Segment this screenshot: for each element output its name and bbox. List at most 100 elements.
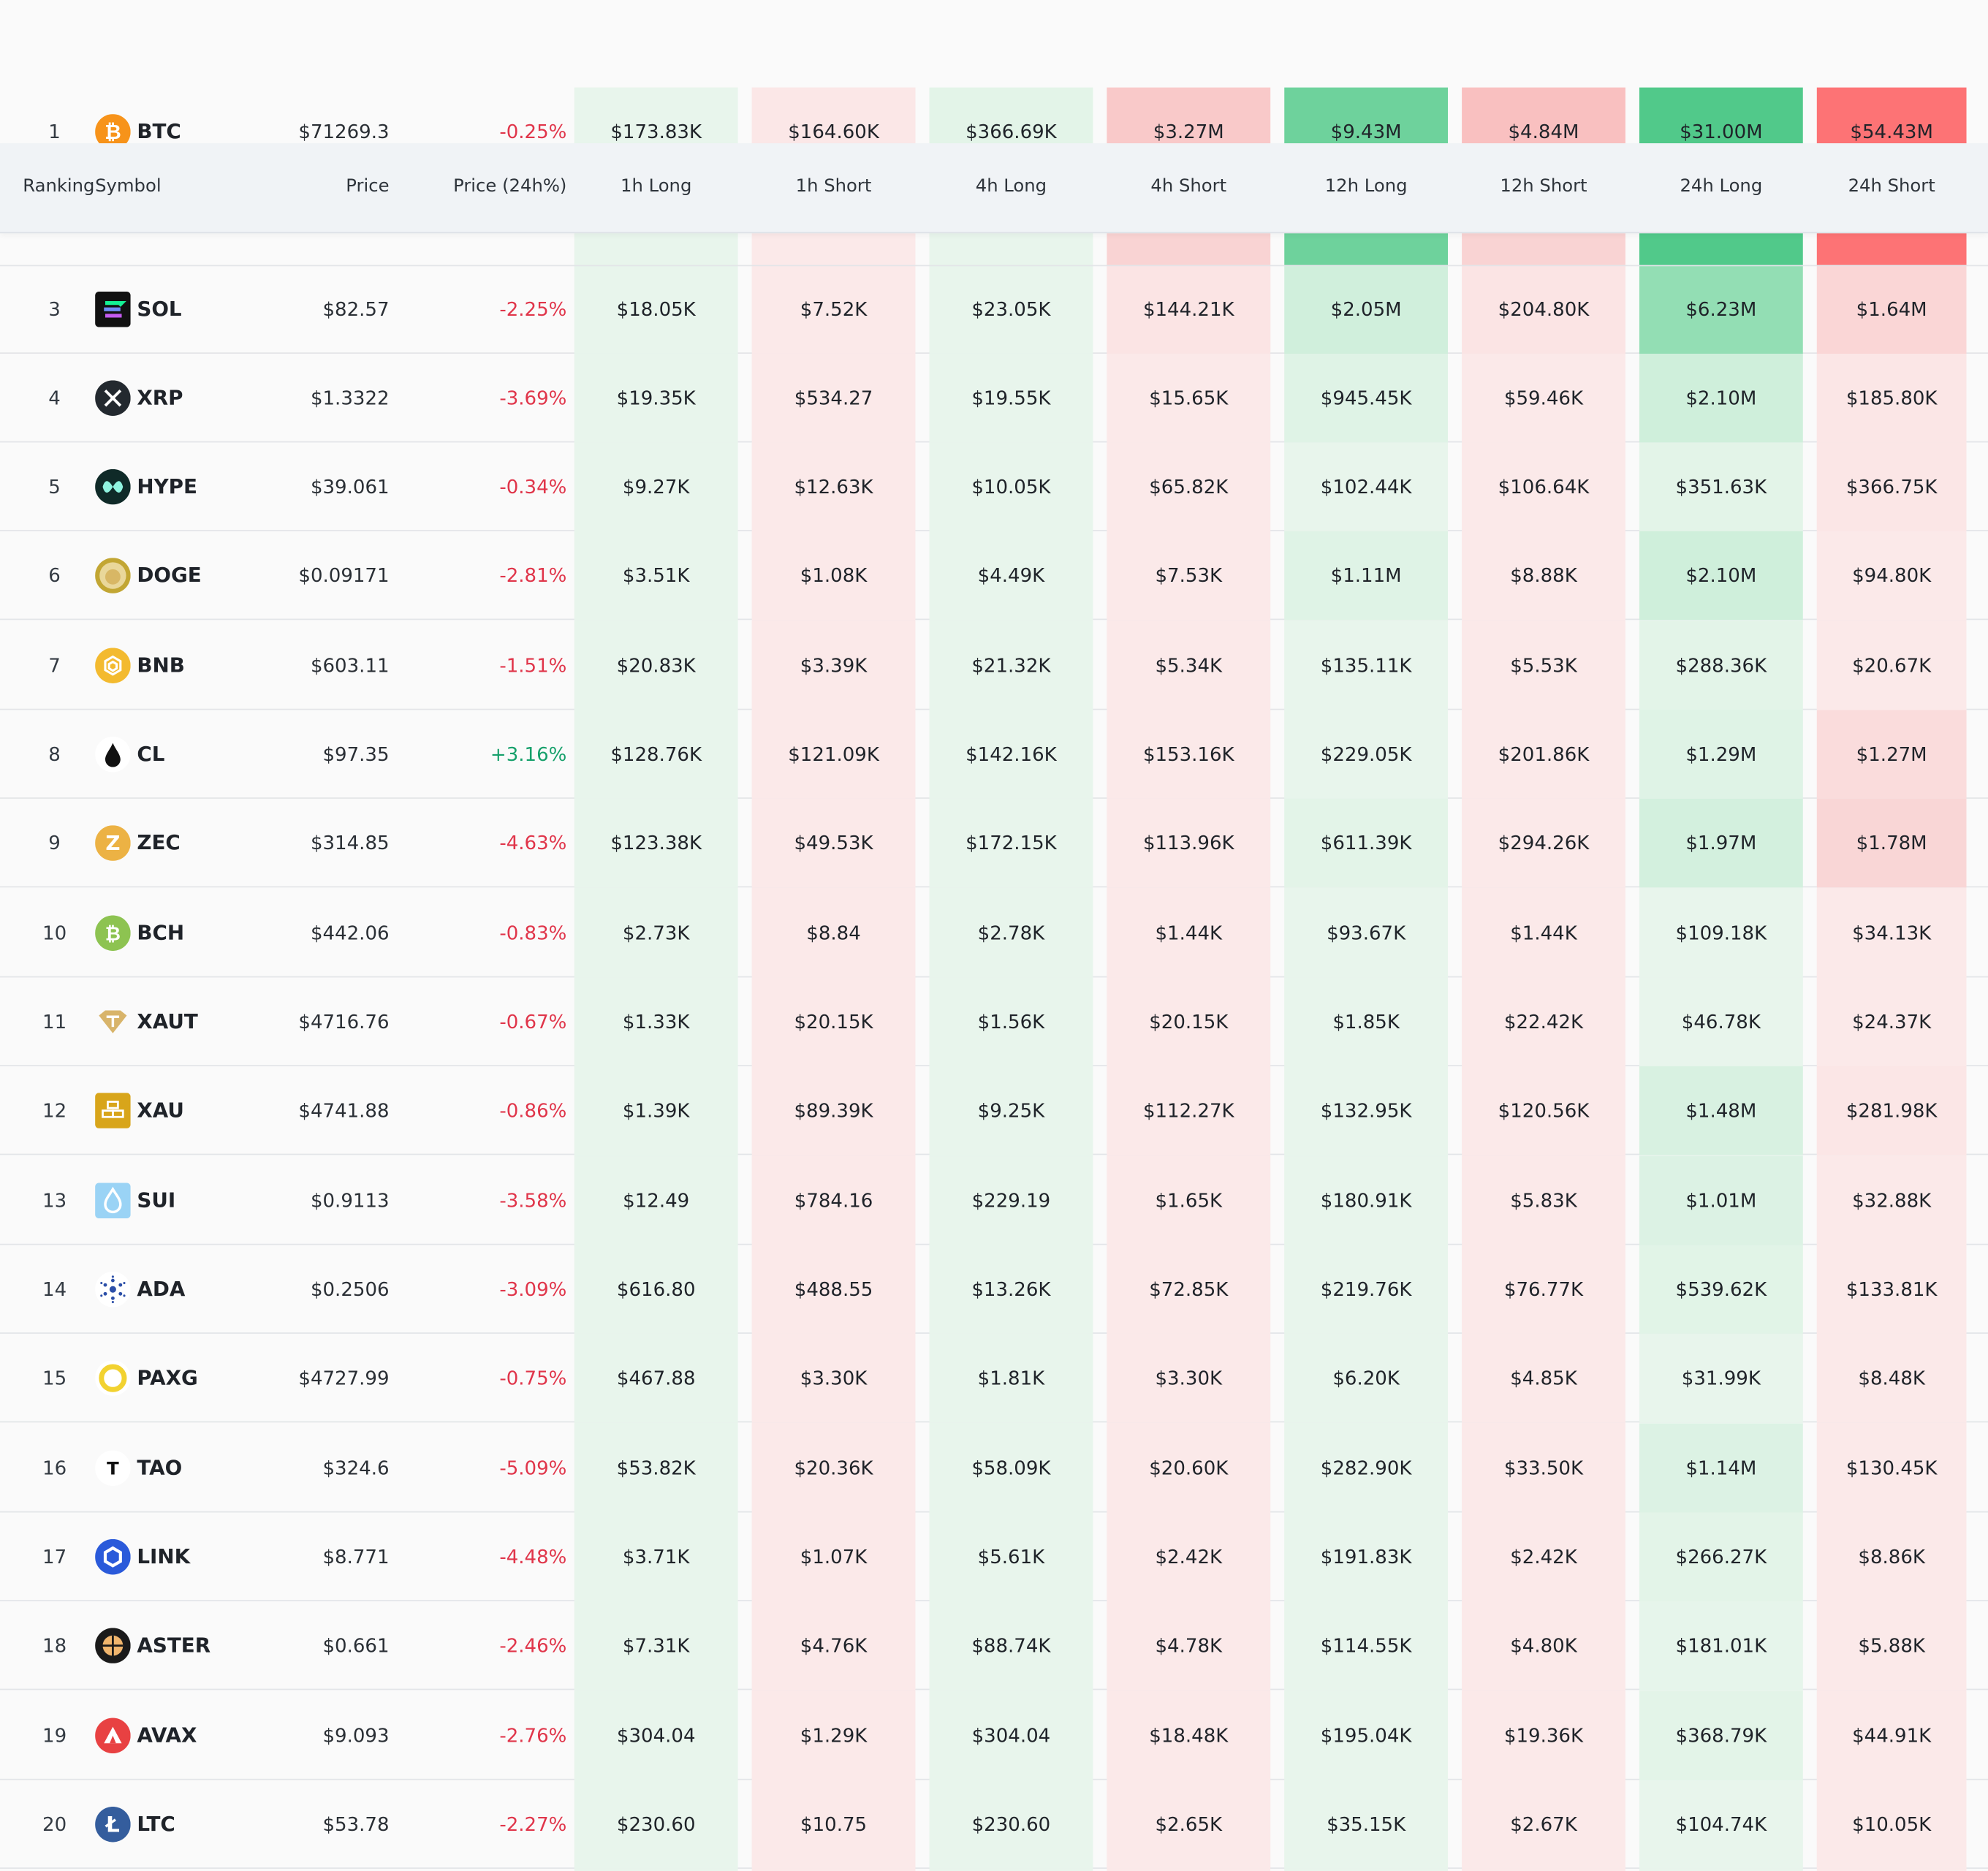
cell-background	[1639, 531, 1803, 620]
header-4h-short[interactable]: 4h Short	[1150, 176, 1227, 197]
header-24h-long[interactable]: 24h Long	[1680, 176, 1763, 197]
rank-cell: 9	[48, 831, 61, 855]
table-row[interactable]: 9 Z ZEC $314.85 -4.63% $123.38K $49.53K $172.15…	[0, 798, 1988, 888]
cell-background	[751, 1066, 916, 1155]
symbol-cell[interactable]: SOL	[137, 296, 182, 321]
symbol-cell[interactable]: TAO	[137, 1455, 183, 1480]
table-row[interactable]: 20 Ł LTC $53.78 -2.27% $230.60 $10.75 $230.60 $2…	[0, 1780, 1988, 1869]
cell-background	[1816, 710, 1967, 799]
header-12h-long[interactable]: 12h Long	[1324, 176, 1408, 197]
liquidation-value-cell: $282.90K	[1320, 1457, 1412, 1480]
partial-row-cell	[1462, 232, 1625, 265]
symbol-cell[interactable]: ZEC	[137, 830, 181, 855]
symbol-cell[interactable]: DOGE	[137, 563, 202, 588]
liquidation-value-cell: $4.85K	[1510, 1367, 1577, 1390]
header-price[interactable]: Price	[346, 176, 390, 197]
table-header: Ranking Symbol Price Price (24h%) 1h Lon…	[0, 143, 1988, 234]
cell-background	[1462, 889, 1625, 978]
price-cell: $53.78	[322, 1813, 390, 1836]
symbol-cell[interactable]: XRP	[137, 385, 183, 410]
symbol-cell[interactable]: ASTER	[137, 1633, 211, 1658]
table-row[interactable]: 14 ADA $0.2506 -3.09% $616.80 $488.55 $13.26K $…	[0, 1245, 1988, 1334]
symbol-cell[interactable]: HYPE	[137, 474, 197, 498]
symbol-cell[interactable]: LINK	[137, 1544, 191, 1568]
liquidation-value-cell: $20.60K	[1149, 1457, 1229, 1480]
table-row[interactable]: 18 ASTER $0.661 -2.46% $7.31K $4.76K $88.74K $4…	[0, 1601, 1988, 1690]
cell-background	[751, 977, 916, 1066]
header-ranking[interactable]: Ranking	[23, 176, 95, 197]
liquidation-value-cell: $7.31K	[622, 1634, 690, 1658]
header-4h-long[interactable]: 4h Long	[975, 176, 1047, 197]
cell-background	[1462, 531, 1625, 620]
table-row[interactable]: 6 DOGE $0.09171 -2.81% $3.51K $1.08K $4.49K $7.…	[0, 531, 1988, 620]
table-row[interactable]: 4 XRP $1.3322 -3.69% $19.35K $534.27 $19.55K $1…	[0, 353, 1988, 443]
cell-background	[1462, 1424, 1625, 1513]
price-change-cell: -3.69%	[499, 387, 567, 410]
liquidation-value-cell: $281.98K	[1845, 1098, 1938, 1123]
zcash-icon: Z	[95, 825, 131, 861]
liquidation-value-cell: $32.88K	[1852, 1189, 1932, 1212]
cell-background	[1816, 1691, 1967, 1780]
cell-background	[1462, 353, 1625, 443]
header-12h-short[interactable]: 12h Short	[1500, 176, 1587, 197]
liquidation-value-cell: $6.20K	[1332, 1367, 1400, 1390]
table-row[interactable]: 12 XAU $4741.88 -0.86% $1.39K $89.39K $9.25K $1…	[0, 1066, 1988, 1155]
liquidation-value-cell: $18.05K	[616, 297, 696, 321]
table-row[interactable]: 3 SOL $82.57 -2.25% $18.05K $7.52K $23.05K $144…	[0, 265, 1988, 354]
table-row[interactable]: 17 LINK $8.771 -4.48% $3.71K $1.07K $5.61K $2.4…	[0, 1512, 1988, 1601]
liquidation-value-cell: $1.33K	[622, 1010, 690, 1033]
table-row[interactable]: 10 ₿ BCH $442.06 -0.83% $2.73K $8.84 $2.78K $1.4…	[0, 889, 1988, 978]
cell-background	[1639, 1780, 1803, 1869]
header-1h-long[interactable]: 1h Long	[621, 176, 692, 197]
cell-background	[929, 1156, 1093, 1245]
symbol-cell[interactable]: PAXG	[137, 1365, 198, 1390]
cell-background	[1107, 889, 1271, 978]
table-row[interactable]: 16 T TAO $324.6 -5.09% $53.82K $20.36K $58.09K $…	[0, 1424, 1988, 1513]
liquidation-value-cell: $185.80K	[1845, 387, 1938, 410]
header-symbol[interactable]: Symbol	[95, 176, 162, 197]
symbol-cell[interactable]: BNB	[137, 653, 185, 678]
table-row[interactable]: 15 PAXG $4727.99 -0.75% $467.88 $3.30K $1.81K $…	[0, 1333, 1988, 1423]
cell-background	[1462, 710, 1625, 799]
cell-background	[929, 1512, 1093, 1601]
cell-background	[574, 1601, 738, 1690]
liquidation-value-cell: $1.78M	[1856, 831, 1927, 855]
bnb-icon	[95, 648, 131, 684]
table-row[interactable]: 8 CL $97.35 +3.16% $128.76K $121.09K $142.16K $…	[0, 710, 1988, 799]
table-row[interactable]: 7 BNB $603.11 -1.51% $20.83K $3.39K $21.32K $5.…	[0, 621, 1988, 710]
symbol-cell[interactable]: XAU	[137, 1098, 184, 1123]
liquidation-value-cell: $1.97M	[1685, 831, 1757, 855]
liquidation-value-cell: $1.29K	[800, 1724, 868, 1747]
cell-background	[1284, 889, 1449, 978]
cell-background	[1639, 265, 1803, 354]
table-row[interactable]: 1 ₿ BTC $71269.3 -0.25% $173.83K $164.60K $366.…	[0, 87, 1988, 177]
table-row[interactable]: 5 HYPE $39.061 -0.34% $9.27K $12.63K $10.05K $6…	[0, 442, 1988, 531]
cell-background	[1107, 977, 1271, 1066]
cell-background	[929, 977, 1093, 1066]
cell-background	[1462, 1245, 1625, 1334]
header-price-change[interactable]: Price (24h%)	[453, 176, 567, 197]
symbol-cell[interactable]: AVAX	[137, 1723, 197, 1747]
table-row[interactable]: 11 XAUT $4716.76 -0.67% $1.33K $20.15K $1.56K $…	[0, 977, 1988, 1066]
symbol-cell[interactable]: CL	[137, 741, 165, 766]
symbol-cell[interactable]: BTC	[137, 119, 181, 144]
rank-cell: 18	[42, 1634, 67, 1658]
liquidation-value-cell: $611.39K	[1320, 831, 1412, 855]
cell-background	[1816, 1512, 1967, 1601]
table-row[interactable]: 13 SUI $0.9113 -3.58% $12.49 $784.16 $229.19 $1…	[0, 1156, 1988, 1245]
symbol-cell[interactable]: LTC	[137, 1811, 175, 1836]
liquidation-value-cell: $54.43M	[1850, 120, 1933, 144]
cell-background	[1462, 1156, 1625, 1245]
symbol-cell[interactable]: BCH	[137, 920, 185, 945]
cell-background	[574, 1780, 738, 1869]
table-row[interactable]: 19 AVAX $9.093 -2.76% $304.04 $1.29K $304.04 $1…	[0, 1691, 1988, 1780]
liquidation-value-cell: $616.80	[616, 1278, 696, 1301]
symbol-cell[interactable]: XAUT	[137, 1009, 198, 1033]
cell-background	[574, 977, 738, 1066]
symbol-cell[interactable]: ADA	[137, 1276, 186, 1301]
symbol-cell[interactable]: SUI	[137, 1188, 176, 1212]
cell-background	[1107, 621, 1271, 710]
header-24h-short[interactable]: 24h Short	[1848, 176, 1935, 197]
price-cell: $71269.3	[298, 120, 390, 144]
header-1h-short[interactable]: 1h Short	[795, 176, 872, 197]
